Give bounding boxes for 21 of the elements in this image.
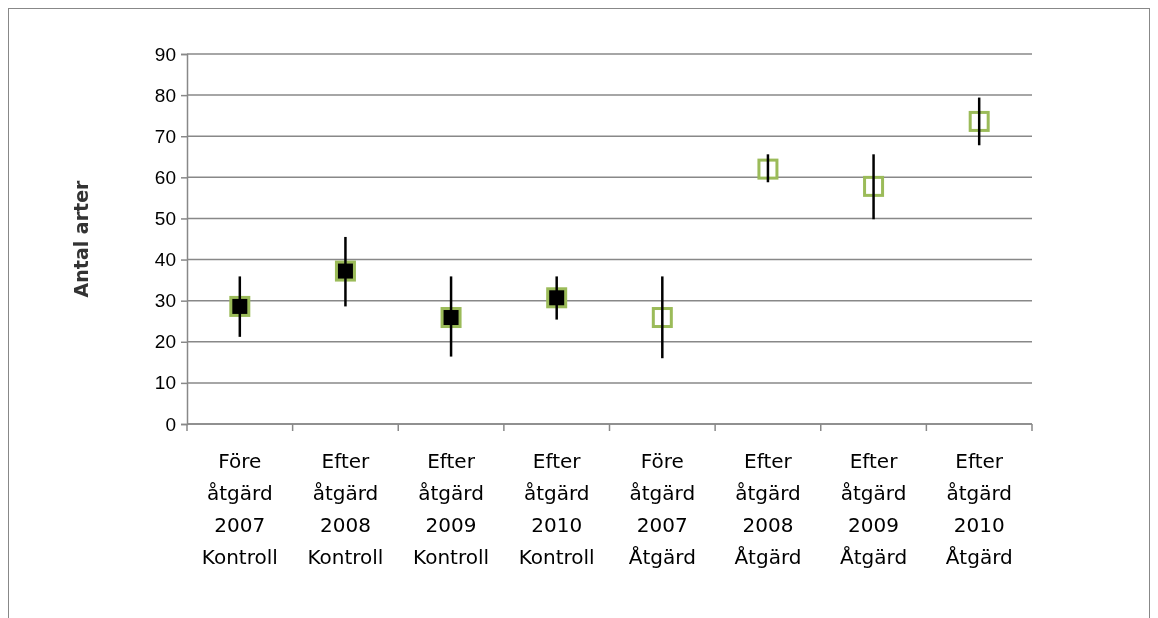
x-tick-label: Efter åtgärd 2008 Åtgärd [734,449,802,569]
y-tick-label: 10 [154,372,176,394]
x-tick-label: Efter åtgärd 2008 Kontroll [307,449,384,569]
x-tick-label: Före åtgärd 2007 Åtgärd [628,449,696,569]
point [229,295,251,317]
y-tick-label: 60 [154,166,176,188]
y-tick-label: 50 [154,208,176,230]
x-tick-label: Efter åtgärd 2009 Kontroll [413,449,490,569]
y-tick-label: 30 [154,290,176,312]
x-tick-label: Före åtgärd 2007 Kontroll [201,449,278,569]
y-tick-label: 0 [165,413,176,435]
x-tick-label: Efter åtgärd 2010 Åtgärd [945,449,1013,569]
y-tick-label: 80 [154,84,176,106]
y-axis-title: Antal arter [70,179,92,298]
y-tick-label: 20 [154,331,176,353]
y-tick-label: 90 [154,43,176,65]
x-tick-label: Efter åtgärd 2009 Åtgärd [840,449,908,569]
x-tick-label: Efter åtgärd 2010 Kontroll [518,449,595,569]
y-tick-label: 70 [154,125,176,147]
point [440,307,462,329]
y-tick-label: 40 [154,249,176,271]
